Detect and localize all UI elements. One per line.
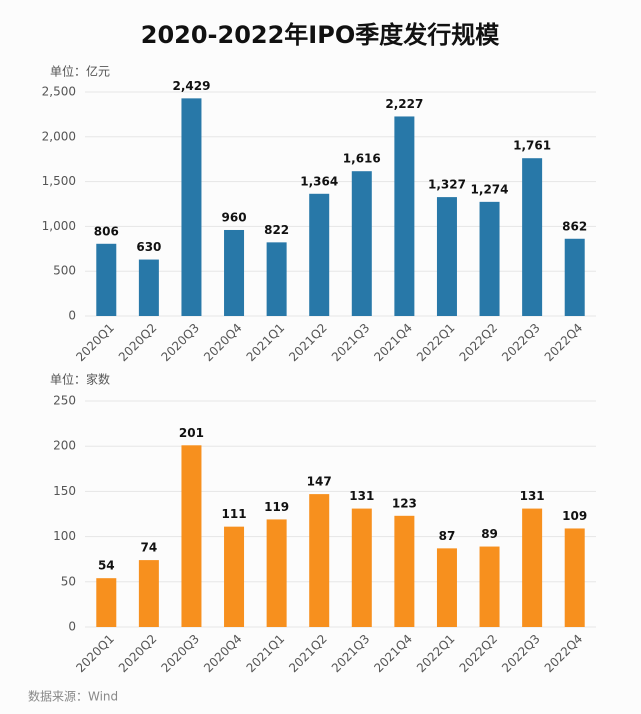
value-label: 111	[222, 507, 247, 521]
x-tick-label: 2020Q3	[158, 321, 202, 365]
value-label: 1,274	[471, 182, 509, 196]
unit-label: 单位：家数	[50, 372, 110, 387]
x-tick-label: 2020Q3	[158, 632, 202, 676]
x-tick-label: 2020Q1	[73, 321, 117, 365]
x-tick-label: 2022Q4	[542, 321, 586, 365]
source-note: 数据来源：Wind	[28, 689, 118, 704]
value-label: 123	[392, 496, 417, 510]
bar	[436, 197, 457, 316]
bar	[351, 171, 372, 316]
bar	[138, 259, 159, 316]
x-tick-label: 2020Q1	[73, 632, 117, 676]
y-tick-label: 250	[53, 394, 76, 408]
x-tick-label: 2021Q4	[371, 632, 415, 676]
bar	[181, 98, 202, 316]
value-label: 630	[136, 240, 161, 254]
bar	[394, 116, 415, 316]
bar	[351, 508, 372, 627]
y-tick-label: 150	[53, 484, 76, 498]
value-label: 1,364	[300, 174, 338, 188]
value-label: 131	[349, 489, 374, 503]
value-label: 2,429	[172, 79, 210, 93]
y-tick-label: 200	[53, 439, 76, 453]
bar	[309, 494, 330, 627]
y-tick-label: 100	[53, 529, 76, 543]
bar	[522, 508, 543, 627]
bar	[138, 560, 159, 627]
bar	[436, 548, 457, 627]
y-tick-label: 2,000	[42, 129, 76, 143]
x-tick-label: 2020Q2	[116, 632, 160, 676]
x-tick-label: 2022Q4	[542, 632, 586, 676]
x-tick-label: 2021Q1	[244, 321, 288, 365]
bar	[224, 526, 245, 627]
value-label: 119	[264, 500, 289, 514]
value-label: 1,327	[428, 178, 466, 192]
value-label: 87	[439, 529, 456, 543]
bar	[394, 515, 415, 627]
bar	[96, 578, 117, 627]
bar	[266, 519, 287, 627]
value-label: 806	[94, 224, 119, 238]
y-tick-label: 50	[61, 574, 76, 588]
bar	[224, 229, 245, 316]
value-label: 862	[562, 219, 587, 233]
value-label: 131	[520, 489, 545, 503]
y-tick-label: 2,500	[42, 85, 76, 99]
bar	[479, 546, 500, 627]
value-label: 89	[481, 527, 498, 541]
bar	[181, 445, 202, 627]
bar	[564, 238, 585, 316]
bar	[564, 528, 585, 627]
unit-label: 单位：亿元	[50, 64, 110, 79]
x-tick-label: 2022Q3	[499, 632, 543, 676]
x-tick-label: 2022Q3	[499, 321, 543, 365]
y-tick-label: 1,000	[42, 219, 76, 233]
x-tick-label: 2022Q2	[457, 632, 501, 676]
x-tick-label: 2020Q2	[116, 321, 160, 365]
bar	[479, 201, 500, 316]
x-tick-label: 2022Q2	[457, 321, 501, 365]
value-label: 1,616	[343, 152, 381, 166]
x-tick-label: 2022Q1	[414, 632, 458, 676]
y-tick-label: 1,500	[42, 174, 76, 188]
x-tick-label: 2022Q1	[414, 321, 458, 365]
value-label: 201	[179, 426, 204, 440]
value-label: 109	[562, 509, 587, 523]
y-tick-label: 0	[68, 620, 76, 634]
value-label: 822	[264, 223, 289, 237]
x-tick-label: 2021Q3	[329, 632, 373, 676]
x-tick-label: 2021Q2	[286, 632, 330, 676]
x-tick-label: 2020Q4	[201, 321, 245, 365]
x-tick-label: 2021Q4	[371, 321, 415, 365]
value-label: 1,761	[513, 139, 551, 153]
value-label: 74	[141, 541, 158, 555]
bar	[96, 243, 117, 316]
y-tick-label: 0	[68, 309, 76, 323]
x-tick-label: 2021Q1	[244, 632, 288, 676]
x-tick-label: 2020Q4	[201, 632, 245, 676]
value-label: 147	[307, 475, 332, 489]
x-tick-label: 2021Q3	[329, 321, 373, 365]
page-title: 2020-2022年IPO季度发行规模	[141, 21, 500, 49]
x-tick-label: 2021Q2	[286, 321, 330, 365]
bar	[309, 193, 330, 316]
value-label: 2,227	[385, 97, 423, 111]
y-tick-label: 500	[53, 264, 76, 278]
bar	[266, 242, 287, 316]
value-label: 54	[98, 559, 115, 573]
value-label: 960	[222, 210, 247, 224]
bar	[522, 158, 543, 316]
